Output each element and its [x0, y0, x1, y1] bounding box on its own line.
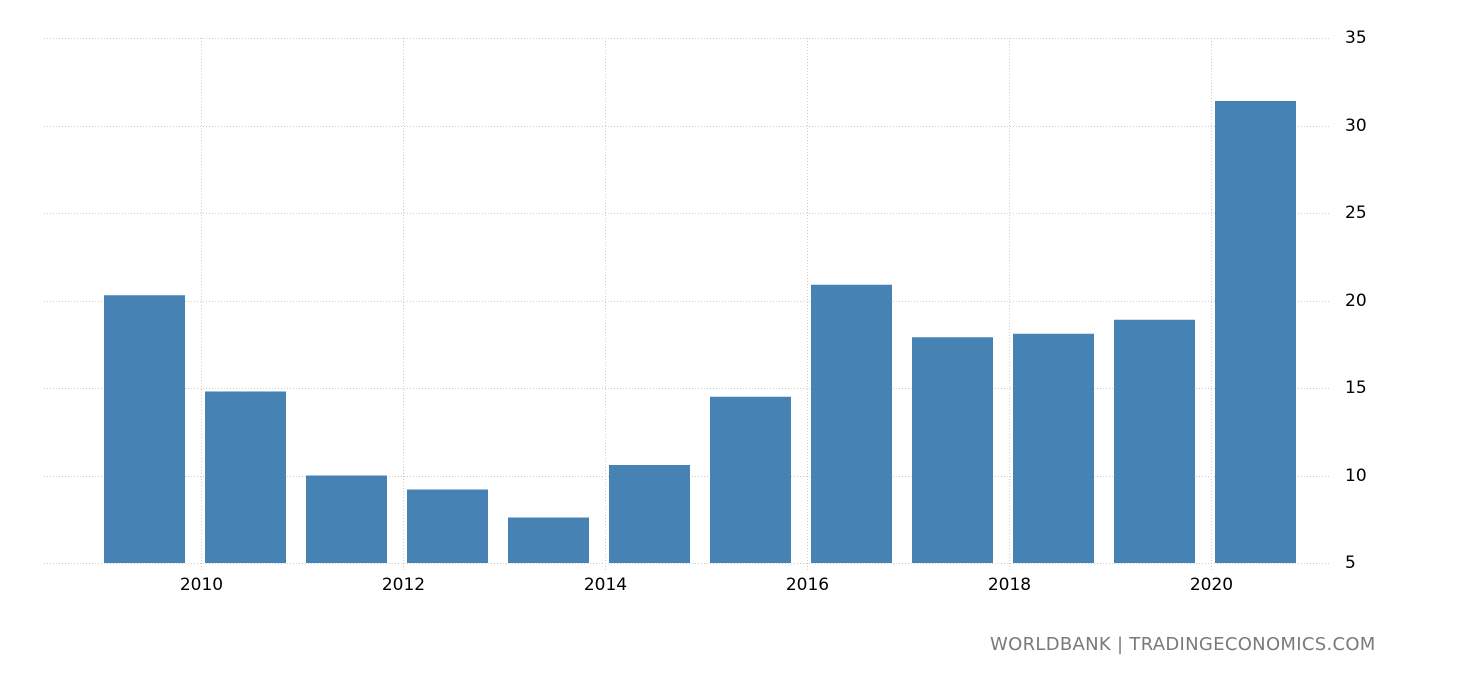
bar-2009: [104, 295, 185, 563]
y-tick-label: 20: [1345, 290, 1367, 311]
bar-2019: [1114, 319, 1195, 563]
y-tick-label: 15: [1345, 377, 1367, 398]
bar-2010: [205, 391, 286, 563]
source-label: WORLDBANK | TRADINGECONOMICS.COM: [990, 634, 1376, 655]
bar-2020: [1215, 101, 1296, 563]
x-tick-label: 2010: [179, 575, 224, 595]
y-tick-label: 35: [1345, 27, 1367, 48]
bar-2015: [710, 396, 791, 563]
bar-2012: [407, 489, 488, 563]
bar-2014: [609, 465, 690, 563]
y-tick-label: 5: [1345, 552, 1356, 573]
y-tick-label: 25: [1345, 202, 1367, 223]
x-tick-label: 2018: [987, 575, 1032, 595]
x-tick-label: 2014: [583, 575, 628, 595]
y-tick-label: 10: [1345, 465, 1367, 486]
bar-2013: [508, 517, 589, 563]
bar-2011: [306, 475, 387, 563]
bar-2018: [1013, 333, 1094, 563]
x-tick-label: 2016: [785, 575, 830, 595]
x-tick-label: 2020: [1189, 575, 1234, 595]
x-tick-label: 2012: [381, 575, 426, 595]
y-tick-label: 30: [1345, 115, 1367, 136]
bar-2016: [811, 284, 892, 563]
bar-2017: [912, 337, 993, 563]
